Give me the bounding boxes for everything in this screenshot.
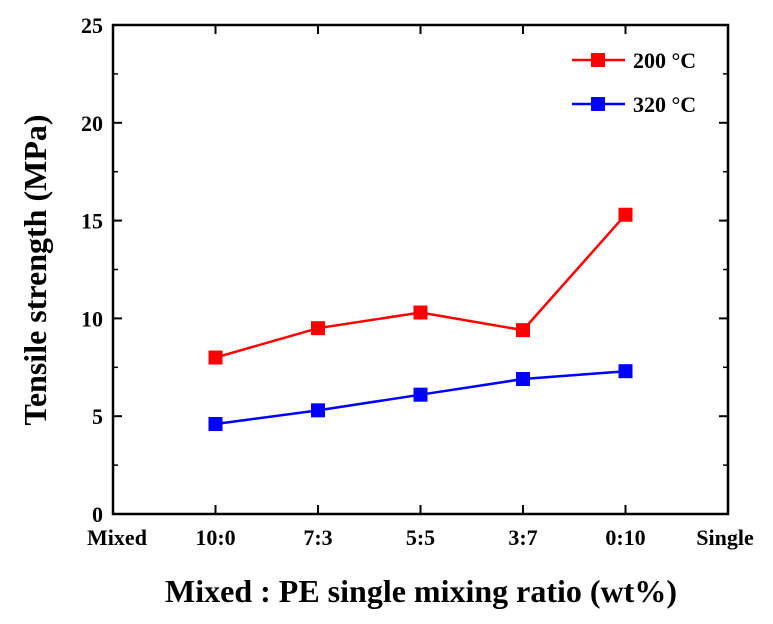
data-point-series-2	[618, 364, 633, 379]
data-point-series-2	[516, 372, 530, 387]
legend-label-2: 320 °C	[633, 92, 696, 117]
y-tick-label: 20	[81, 111, 103, 136]
y-tick-label: 0	[92, 502, 103, 527]
x-tick-label: 7:3	[303, 525, 332, 550]
x-tick-label: 5:5	[406, 525, 435, 550]
data-point-series-1	[311, 321, 325, 336]
x-tick-label: 10:0	[195, 525, 235, 550]
data-point-series-1	[618, 207, 633, 222]
legend-marker-2	[591, 97, 605, 111]
x-tick-label: 3:7	[508, 525, 537, 550]
series-layer	[208, 207, 633, 432]
y-tick-label: 5	[92, 404, 103, 429]
legend: 200 °C 320 °C	[572, 48, 696, 117]
x-tick-label: Single	[696, 525, 754, 550]
x-axis-title: Mixed : PE single mixing ratio (wt%)	[165, 573, 677, 609]
data-point-series-2	[208, 417, 223, 432]
axes: 0 5 10 15 20 25 Mixed 10:0 7:3 5:5 3:7 0:10 Single	[81, 13, 754, 550]
y-tick-label: 15	[81, 209, 103, 234]
data-point-series-1	[208, 350, 223, 365]
data-point-series-1	[516, 323, 530, 338]
x-tick-label: 0:10	[605, 525, 645, 550]
series-line-1	[215, 213, 627, 359]
legend-label-1: 200 °C	[633, 48, 696, 73]
y-tick-label: 25	[81, 13, 103, 38]
x-tick-label: Mixed	[87, 525, 147, 550]
y-axis-title: Tensile strength (MPa)	[17, 114, 53, 425]
data-point-series-2	[413, 387, 428, 402]
y-tick-label: 10	[81, 306, 103, 331]
data-point-series-2	[311, 403, 325, 418]
legend-marker-1	[591, 53, 605, 67]
data-point-series-1	[413, 305, 428, 320]
